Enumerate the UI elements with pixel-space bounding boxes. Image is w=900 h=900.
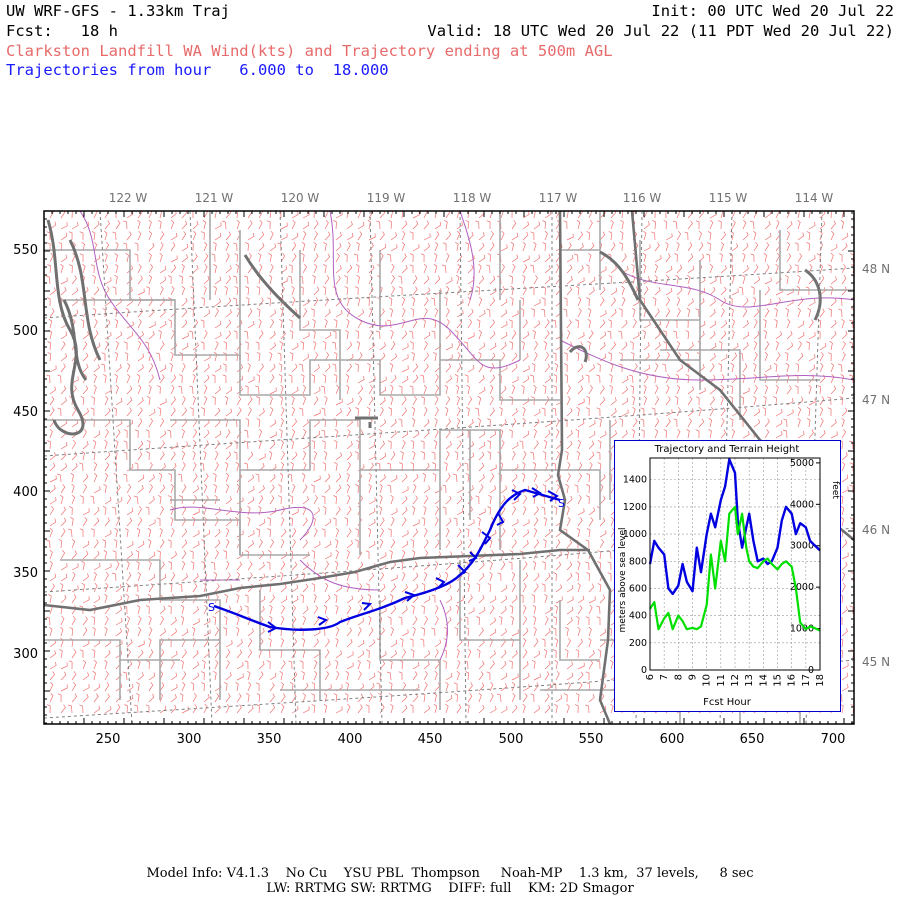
terrain-height-line [649, 505, 821, 632]
inset-y2-tick-label: 3000 [790, 541, 814, 552]
inset-y-tick-label: 800 [629, 556, 647, 567]
trajectory-terrain-inset: Trajectory and Terrain Height meters abo… [614, 440, 841, 712]
lat-label: 47 N [862, 393, 890, 407]
x-tick-label: 500 [499, 732, 524, 747]
y-tick-label: 400 [13, 485, 38, 500]
inset-y-tick-label: 200 [629, 638, 647, 649]
inset-y2-tick-label: 5000 [790, 458, 814, 469]
inset-y2-tick-label: 2000 [790, 582, 814, 593]
map-frame-ticks [43, 210, 854, 724]
x-tick-label: 650 [740, 732, 765, 747]
inset-x-tick-label: 12 [730, 674, 741, 687]
y-tick-label: 300 [13, 647, 38, 662]
map-subtitle: Clarkston Landfill WA Wind(kts) and Traj… [6, 42, 613, 60]
lon-label: 115 W [709, 191, 748, 205]
inset-y-tick-label: 1400 [623, 475, 647, 486]
inset-y-axis-label: meters above sea level [618, 527, 628, 632]
inset-y-ticks: 0 200 400 600 800 1000 1200 1400 [623, 475, 647, 676]
frame-tick-path [43, 210, 854, 724]
inset-frame [614, 440, 841, 712]
lon-label: 118 W [453, 191, 492, 205]
inset-x-tick-label: 18 [815, 674, 826, 687]
inset-x-tick-label: 8 [673, 674, 684, 680]
model-info-line2: LW: RRTMG SW: RRTMG DIFF: full KM: 2D Sm… [266, 881, 634, 896]
inset-y-tick-label: 600 [629, 583, 647, 594]
x-tick-label: 250 [96, 732, 121, 747]
inset-x-tick-label: 6 [645, 674, 656, 680]
inset-x-axis-label: Fcst Hour [703, 697, 752, 708]
trajectory-path [213, 488, 561, 631]
lon-label: 120 W [281, 191, 320, 205]
valid-time: Valid: 18 UTC Wed 20 Jul 22 (11 PDT Wed … [427, 22, 894, 40]
inset-series [648, 458, 821, 632]
inset-y2-tick-label: 4000 [790, 499, 814, 510]
trajectory-hours: Trajectories from hour 6.000 to 18.000 [6, 61, 389, 79]
x-tick-label: 450 [418, 732, 443, 747]
inset-x-tick-label: 7 [659, 674, 670, 680]
inset-plot-frame [649, 457, 821, 671]
x-tick-label: 550 [579, 732, 604, 747]
y-tick-label: 500 [13, 324, 38, 339]
init-time: Init: 00 UTC Wed 20 Jul 22 [651, 2, 894, 20]
model-info-line1: Model Info: V4.1.3 No Cu YSU PBL Thompso… [146, 866, 754, 881]
x-tick-label: 700 [821, 732, 846, 747]
lon-label: 114 W [795, 191, 834, 205]
longitude-labels: 122 W 121 W 120 W 119 W 118 W 117 W 116 … [109, 191, 834, 205]
lon-label: 117 W [539, 191, 578, 205]
inset-y2-tick-label: 1000 [790, 624, 814, 635]
inset-x-ticks: 6 7 8 9 10 11 12 13 14 15 16 17 18 [645, 674, 826, 687]
inset-y-tick-label: 1200 [623, 502, 647, 513]
lon-label: 121 W [195, 191, 234, 205]
lon-label: 122 W [109, 191, 148, 205]
inset-y-tick-label: 0 [641, 665, 647, 676]
lon-label: 116 W [623, 191, 662, 205]
rivers [79, 211, 854, 661]
y-tick-label: 450 [13, 405, 38, 420]
lat-label: 45 N [862, 655, 890, 669]
x-tick-label: 400 [338, 732, 363, 747]
inset-x-tick-label: 13 [744, 674, 755, 687]
lon-label: 119 W [367, 191, 406, 205]
inset-x-tick-label: 10 [702, 674, 713, 687]
lat-label: 48 N [862, 262, 890, 276]
trajectory-end-marker: S [558, 497, 565, 510]
product-title: UW WRF-GFS - 1.33km Traj [6, 2, 230, 20]
y-tick-label: 550 [13, 243, 38, 258]
forecast-hour: Fcst: 18 h [6, 22, 118, 40]
inset-title: Trajectory and Terrain Height [654, 444, 800, 455]
x-tick-label: 600 [660, 732, 685, 747]
inset-grid [649, 458, 821, 671]
inset-x-tick-label: 16 [787, 674, 798, 687]
inset-x-tick-label: 11 [716, 674, 727, 687]
y-axis-labels: 550 500 450 400 350 300 [13, 243, 38, 662]
inset-x-tick-label: 15 [773, 674, 784, 687]
inset-x-tick-label: 9 [688, 674, 699, 680]
x-tick-label: 300 [177, 732, 202, 747]
inset-y2-axis-label: feet [830, 481, 840, 499]
x-axis-labels: 250 300 350 400 450 500 550 600 650 700 [96, 732, 846, 747]
latitude-labels: 48 N 47 N 46 N 45 N [862, 262, 890, 669]
inset-x-tick-label: 14 [758, 674, 769, 687]
trajectory-height-line [648, 458, 821, 596]
inset-x-tick-label: 17 [801, 674, 812, 687]
inset-y-tick-label: 1000 [623, 529, 647, 540]
y-tick-label: 350 [13, 566, 38, 581]
x-tick-label: 350 [257, 732, 282, 747]
trajectory-arrows [267, 487, 559, 633]
inset-y-tick-label: 400 [629, 611, 647, 622]
lat-label: 46 N [862, 523, 890, 537]
trajectory-start-marker: S [208, 601, 215, 614]
